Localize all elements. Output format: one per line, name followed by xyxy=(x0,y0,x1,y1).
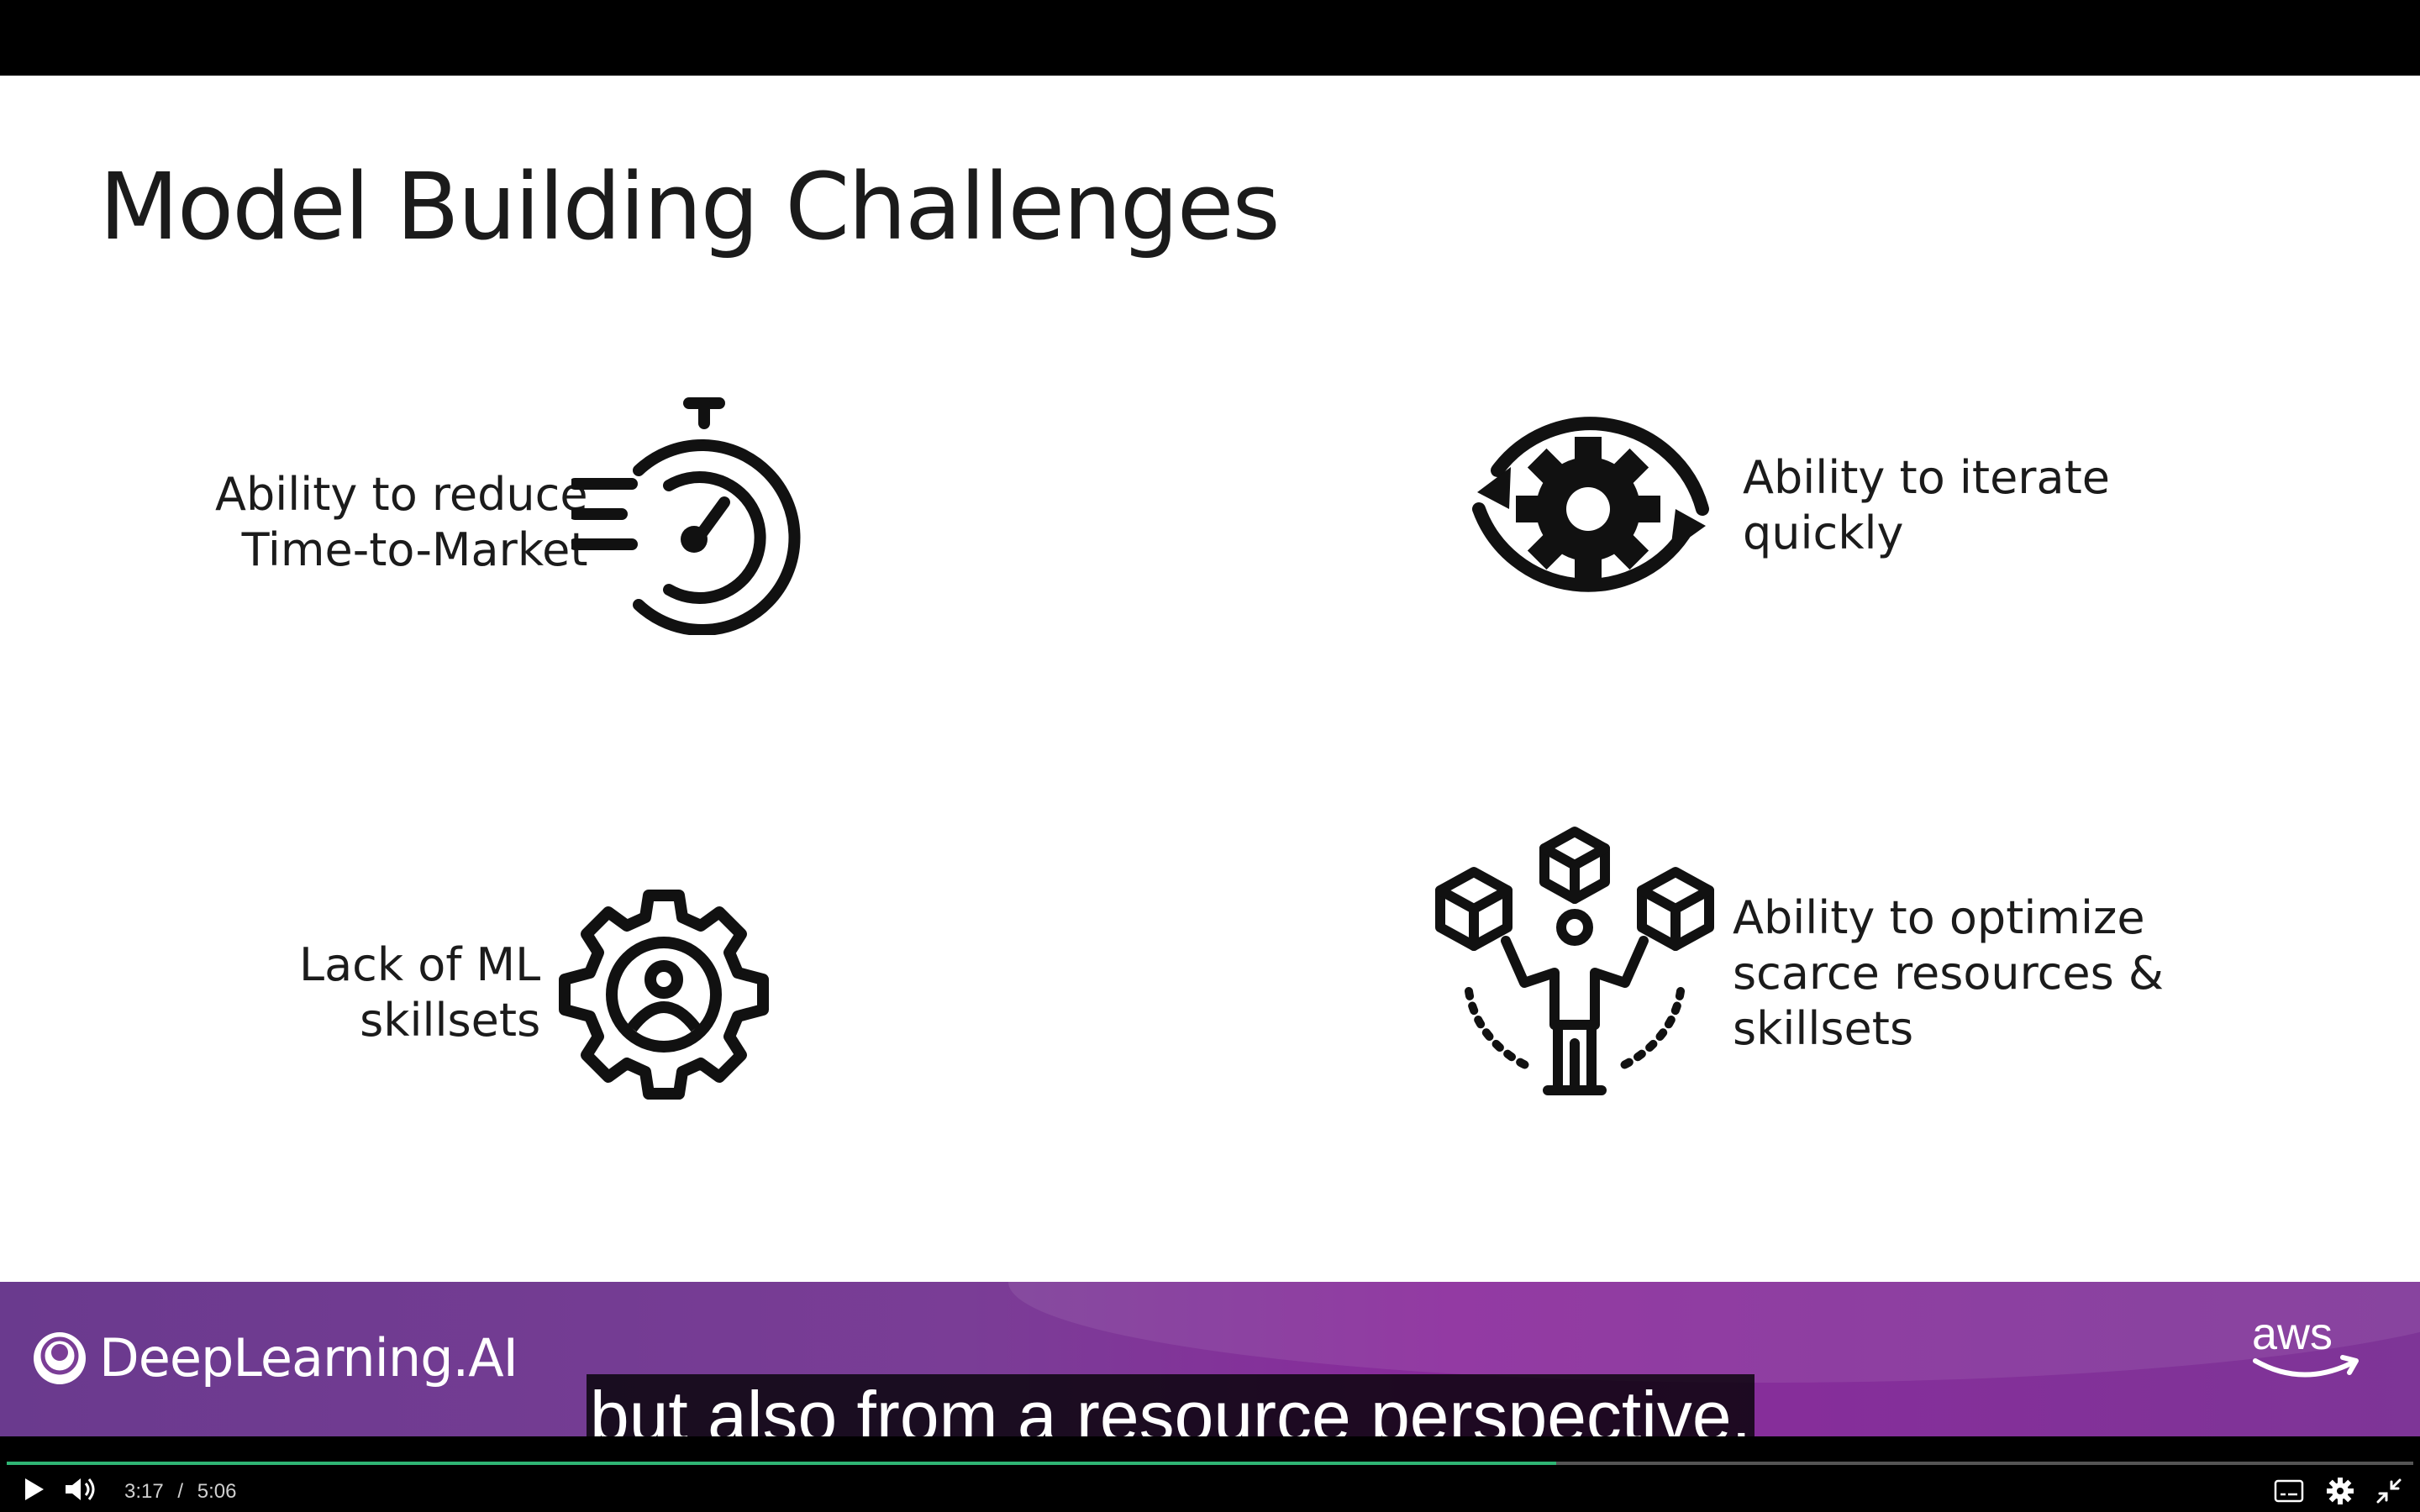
svg-text:aws: aws xyxy=(2252,1309,2333,1359)
label-iterate: Ability to iterate quickly xyxy=(1743,451,2110,559)
duration: 5:06 xyxy=(197,1480,237,1503)
captions-icon[interactable] xyxy=(2274,1478,2304,1504)
volume-icon[interactable] xyxy=(64,1475,97,1504)
gear-cycle-icon xyxy=(1472,417,1709,592)
deeplearning-swirl-icon xyxy=(34,1331,86,1384)
gear-person-icon xyxy=(559,890,769,1100)
label-skillsets: Lack of ML skillsets xyxy=(299,938,541,1047)
aws-logo: aws xyxy=(2252,1309,2359,1378)
play-icon[interactable] xyxy=(18,1475,47,1504)
player-controls: 3:17 / 5:06 xyxy=(0,1436,2420,1512)
slide: Model Building Challenges Ability to red… xyxy=(0,76,2420,1436)
progress-fill xyxy=(7,1462,1557,1465)
settings-gear-icon[interactable] xyxy=(2326,1477,2354,1505)
label-optimize: Ability to optimize scarce resources & s… xyxy=(1733,891,2164,1055)
stopwatch-icon xyxy=(571,397,801,635)
label-time-to-market: Ability to reduce Time-to-Market xyxy=(215,468,588,576)
progress-bar[interactable] xyxy=(7,1462,2413,1465)
time-display: 3:17 / 5:06 xyxy=(124,1480,245,1504)
brand-name: DeepLearning.AI xyxy=(99,1327,518,1389)
deeplearning-ai-logo: DeepLearning.AI xyxy=(32,1327,518,1389)
exit-fullscreen-icon[interactable] xyxy=(2375,1477,2403,1505)
slide-title: Model Building Challenges xyxy=(99,153,1281,260)
person-boxes-icon xyxy=(1435,827,1714,1095)
time-separator: / xyxy=(177,1480,184,1503)
current-time: 3:17 xyxy=(124,1480,164,1503)
